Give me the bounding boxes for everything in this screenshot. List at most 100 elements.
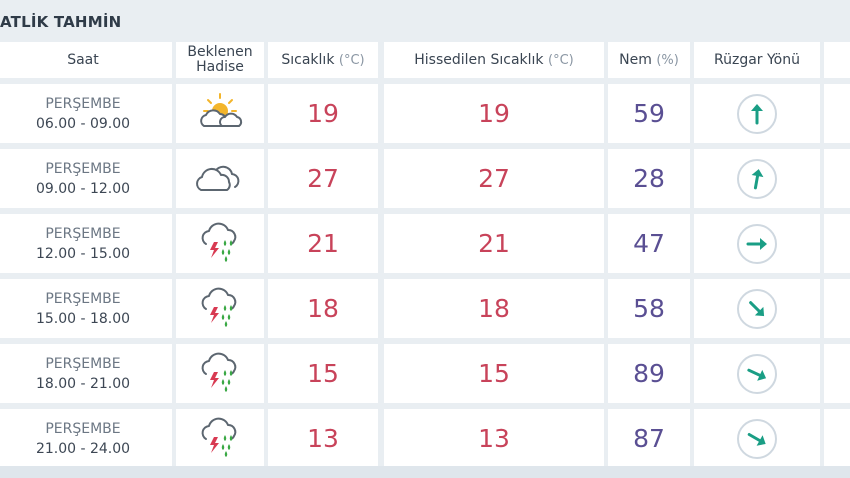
wind-arrow-icon bbox=[747, 432, 766, 446]
header-sicaklik: Sıcaklık (°C) bbox=[268, 42, 378, 78]
bottom-bar bbox=[0, 466, 850, 478]
wind-direction-badge bbox=[737, 288, 777, 329]
section-title: ATLİK TAHMİN bbox=[0, 13, 122, 31]
header-saat-label: Saat bbox=[67, 51, 99, 68]
thunderstorm-rain-icon bbox=[198, 220, 242, 268]
table-row: PERŞEMBE 09.00 - 12.00 27 27 28 bbox=[0, 149, 850, 208]
table-row: PERŞEMBE 15.00 - 18.00 18 18 58 bbox=[0, 279, 850, 338]
day-label: PERŞEMBE bbox=[45, 225, 121, 242]
header-hissedilen-unit: (°C) bbox=[548, 52, 574, 68]
extra-cell bbox=[824, 344, 850, 403]
table-row: PERŞEMBE 12.00 - 15.00 21 21 47 bbox=[0, 214, 850, 273]
feels-like-value: 19 bbox=[384, 84, 604, 143]
header-nem-label: Nem bbox=[619, 51, 652, 68]
wind-cell bbox=[694, 214, 820, 273]
header-sicaklik-label: Sıcaklık bbox=[281, 51, 335, 68]
header-saat: Saat bbox=[0, 42, 172, 78]
wind-arrow-icon bbox=[751, 168, 764, 189]
time-cell: PERŞEMBE 15.00 - 18.00 bbox=[0, 279, 172, 338]
day-label: PERŞEMBE bbox=[45, 95, 121, 112]
temperature-value: 21 bbox=[268, 214, 378, 273]
wind-direction-badge bbox=[737, 223, 777, 264]
weather-cell bbox=[176, 84, 264, 143]
extra-cell bbox=[824, 149, 850, 208]
wind-direction-badge bbox=[737, 353, 777, 394]
temperature-value: 18 bbox=[268, 279, 378, 338]
day-label: PERŞEMBE bbox=[45, 160, 121, 177]
time-cell: PERŞEMBE 12.00 - 15.00 bbox=[0, 214, 172, 273]
cloudy-icon bbox=[193, 160, 247, 198]
temperature-value: 15 bbox=[268, 344, 378, 403]
time-cell: PERŞEMBE 18.00 - 21.00 bbox=[0, 344, 172, 403]
humidity-value: 87 bbox=[608, 409, 690, 468]
day-label: PERŞEMBE bbox=[45, 355, 121, 372]
humidity-value: 59 bbox=[608, 84, 690, 143]
weather-cell bbox=[176, 149, 264, 208]
weather-cell bbox=[176, 214, 264, 273]
time-range: 18.00 - 21.00 bbox=[35, 375, 131, 392]
header-ruzgar: Rüzgar Yönü bbox=[694, 42, 820, 78]
header-nem: Nem (%) bbox=[608, 42, 690, 78]
header-hissedilen-label: Hissedilen Sıcaklık bbox=[414, 51, 544, 68]
humidity-value: 58 bbox=[608, 279, 690, 338]
temperature-value: 13 bbox=[268, 409, 378, 468]
feels-like-value: 15 bbox=[384, 344, 604, 403]
time-cell: PERŞEMBE 21.00 - 24.00 bbox=[0, 409, 172, 468]
time-cell: PERŞEMBE 09.00 - 12.00 bbox=[0, 149, 172, 208]
weather-cell bbox=[176, 344, 264, 403]
header-extra bbox=[824, 42, 850, 78]
partly-sunny-icon bbox=[194, 92, 246, 136]
time-cell: PERŞEMBE 06.00 - 09.00 bbox=[0, 84, 172, 143]
table-row: PERŞEMBE 18.00 - 21.00 15 15 89 bbox=[0, 344, 850, 403]
temperature-value: 27 bbox=[268, 149, 378, 208]
extra-cell bbox=[824, 214, 850, 273]
wind-cell bbox=[694, 84, 820, 143]
table-row: PERŞEMBE 06.00 - 09.00 19 19 59 bbox=[0, 84, 850, 143]
wind-cell bbox=[694, 149, 820, 208]
humidity-value: 47 bbox=[608, 214, 690, 273]
time-range: 12.00 - 15.00 bbox=[35, 245, 131, 262]
feels-like-value: 21 bbox=[384, 214, 604, 273]
day-label: PERŞEMBE bbox=[45, 290, 121, 307]
weather-cell bbox=[176, 279, 264, 338]
header-hadise-line2: Hadise bbox=[196, 59, 244, 75]
wind-arrow-icon bbox=[749, 300, 765, 316]
wind-direction-badge bbox=[737, 158, 777, 199]
wind-arrow-icon bbox=[751, 103, 763, 124]
humidity-value: 89 bbox=[608, 344, 690, 403]
temperature-value: 19 bbox=[268, 84, 378, 143]
thunderstorm-rain-icon bbox=[198, 285, 242, 333]
wind-arrow-icon bbox=[747, 368, 767, 381]
day-label: PERŞEMBE bbox=[45, 420, 121, 437]
feels-like-value: 13 bbox=[384, 409, 604, 468]
time-range: 21.00 - 24.00 bbox=[35, 440, 131, 457]
thunderstorm-rain-icon bbox=[198, 350, 242, 398]
table-row: PERŞEMBE 21.00 - 24.00 13 13 87 bbox=[0, 409, 850, 468]
wind-direction-badge bbox=[737, 93, 777, 134]
table-header: Saat Beklenen Hadise Sıcaklık (°C) Hisse… bbox=[0, 42, 850, 78]
feels-like-value: 18 bbox=[384, 279, 604, 338]
feels-like-value: 27 bbox=[384, 149, 604, 208]
wind-cell bbox=[694, 409, 820, 468]
time-range: 15.00 - 18.00 bbox=[35, 310, 131, 327]
humidity-value: 28 bbox=[608, 149, 690, 208]
wind-cell bbox=[694, 344, 820, 403]
wind-direction-badge bbox=[737, 418, 777, 459]
extra-cell bbox=[824, 409, 850, 468]
thunderstorm-rain-icon bbox=[198, 415, 242, 463]
header-hadise-line1: Beklenen bbox=[187, 44, 253, 60]
header-hadise: Beklenen Hadise bbox=[176, 42, 264, 78]
header-ruzgar-label: Rüzgar Yönü bbox=[714, 51, 800, 68]
extra-cell bbox=[824, 84, 850, 143]
weather-cell bbox=[176, 409, 264, 468]
header-hissedilen: Hissedilen Sıcaklık (°C) bbox=[384, 42, 604, 78]
wind-cell bbox=[694, 279, 820, 338]
header-nem-unit: (%) bbox=[656, 52, 679, 68]
forecast-table: Saat Beklenen Hadise Sıcaklık (°C) Hisse… bbox=[0, 42, 850, 468]
time-range: 06.00 - 09.00 bbox=[35, 115, 131, 132]
time-range: 09.00 - 12.00 bbox=[35, 180, 131, 197]
wind-arrow-icon bbox=[746, 237, 767, 250]
header-sicaklik-unit: (°C) bbox=[338, 52, 365, 68]
extra-cell bbox=[824, 279, 850, 338]
